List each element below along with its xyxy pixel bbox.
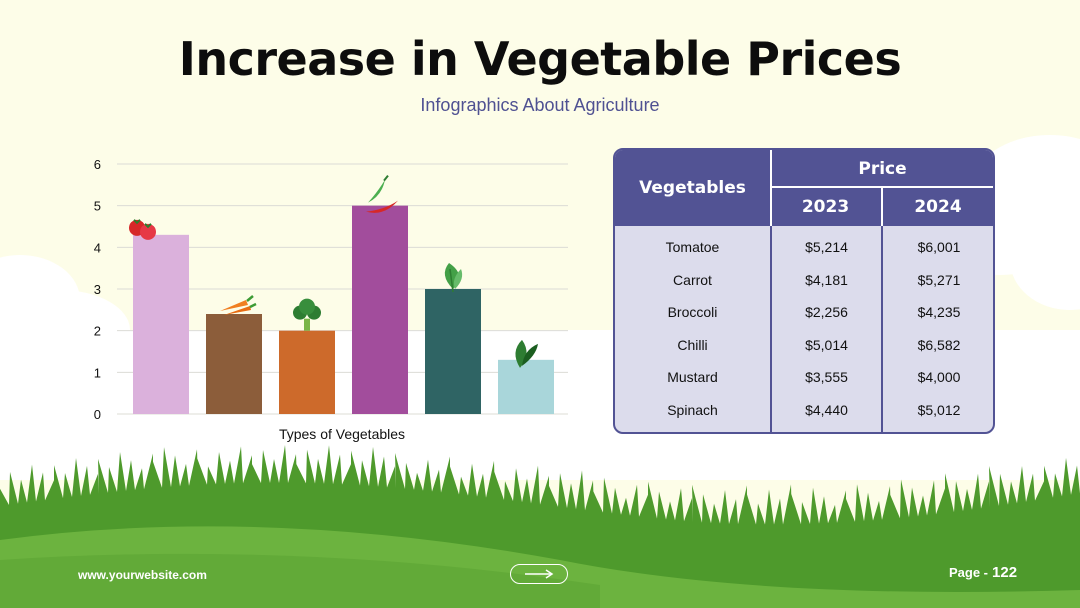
column-divider: [881, 226, 883, 432]
website-link[interactable]: www.yourwebsite.com: [78, 568, 207, 582]
table-header-year-2023: 2023: [770, 187, 881, 226]
price-cell: $4,000: [917, 369, 961, 385]
price-table: Vegetables Price 2023 2024 Tomatoe $5,214…: [613, 148, 995, 434]
column-divider: [770, 226, 772, 432]
price-cell: $6,001: [917, 239, 961, 255]
y-tick-label: 6: [94, 157, 101, 172]
vegetable-name-cell: Carrot: [673, 271, 712, 288]
y-tick-label: 4: [94, 240, 101, 255]
bar-spinach: [498, 359, 554, 414]
table-header-price: Price: [770, 150, 993, 187]
price-cell: $4,181: [805, 271, 848, 288]
mustard-leaf-icon: [444, 263, 463, 293]
bar-broccoli: [279, 330, 335, 414]
price-cell: $4,235: [917, 304, 961, 320]
vegetable-name-cell: Tomatoe: [665, 239, 720, 255]
next-button[interactable]: [510, 564, 568, 584]
y-tick-label: 3: [94, 282, 101, 297]
arrow-right-icon: [525, 569, 554, 579]
spinach-icon: [515, 339, 538, 368]
vegetable-name-cell: Spinach: [667, 401, 718, 418]
y-tick-label: 2: [94, 324, 101, 339]
tomato-icon: [129, 219, 156, 240]
bar-mustard: [425, 289, 481, 414]
price-cell: $6,582: [917, 336, 961, 353]
vegetable-name-cell: Mustard: [667, 369, 718, 385]
bar-carrot: [206, 314, 262, 414]
y-tick-label: 0: [94, 407, 101, 422]
table-header-year-2024: 2024: [881, 187, 993, 226]
vegetable-name-cell: Broccoli: [667, 304, 718, 320]
vegetable-name-cell: Chilli: [677, 336, 708, 353]
price-cell: $2,256: [805, 304, 848, 320]
price-cell: $5,012: [917, 401, 961, 418]
chilli-icon: [366, 175, 398, 213]
carrot-icon: [220, 295, 257, 315]
page-title: Increase in Vegetable Prices: [178, 32, 902, 86]
vegetable-bar-chart: 0 1 2 3 4 5 6 Types of Vegetables: [94, 157, 568, 442]
bar-chilli: [352, 205, 408, 414]
table-header-vegetables: Vegetables: [615, 150, 770, 226]
broccoli-icon: [293, 298, 321, 331]
page-subtitle: Infographics About Agriculture: [420, 95, 660, 115]
x-axis-label: Types of Vegetables: [279, 426, 405, 442]
price-cell: $4,440: [805, 401, 848, 418]
page-label: Page -: [949, 565, 989, 580]
price-cell: $5,214: [805, 239, 848, 255]
y-tick-label: 5: [94, 199, 101, 214]
y-tick-label: 1: [94, 365, 101, 380]
price-cell: $5,014: [805, 336, 848, 353]
price-cell: $5,271: [917, 271, 961, 288]
price-cell: $3,555: [805, 369, 848, 385]
page-number: 122: [992, 564, 1018, 581]
bar-tomatoe: [133, 234, 189, 414]
page-indicator: Page -122: [949, 564, 1017, 582]
